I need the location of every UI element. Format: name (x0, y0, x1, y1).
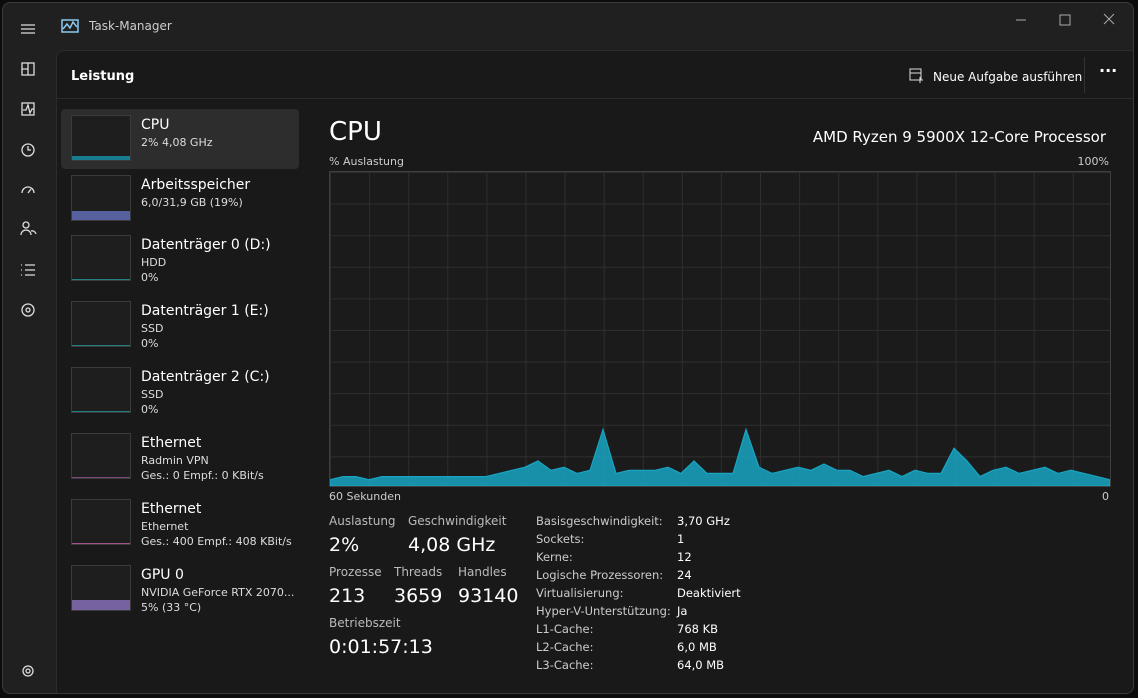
stat-label: Auslastung (329, 514, 396, 528)
item-detail: 6,0/31,9 GB (19%) (141, 196, 243, 209)
sidebar-item[interactable]: Ethernet Ethernet Ges.: 400 Empf.: 408 KBi… (61, 493, 299, 553)
item-detail: NVIDIA GeForce RTX 2070... (141, 586, 295, 599)
thumbnail-fill (72, 411, 130, 412)
detail-label: L2-Cache: (536, 640, 594, 654)
window-controls[interactable] (1008, 9, 1128, 29)
stat-label: Betriebszeit (329, 616, 401, 630)
detail-value: Ja (677, 604, 688, 618)
item-name: Ethernet (141, 501, 202, 517)
thumbnail-fill (72, 211, 130, 220)
item-detail: 0% (141, 403, 159, 416)
x-left-label: 60 Sekunden (329, 490, 401, 503)
detail-label: Sockets: (536, 532, 585, 546)
sidebar-item[interactable]: Arbeitsspeicher 6,0/31,9 GB (19%) (61, 169, 299, 229)
sidebar-item[interactable]: Ethernet Radmin VPN Ges.: 0 Empf.: 0 KBit/… (61, 427, 299, 487)
item-detail: 5% (33 °C) (141, 601, 202, 614)
thumbnail (71, 499, 131, 545)
more-button[interactable]: ··· (1099, 61, 1118, 80)
thumbnail (71, 235, 131, 281)
item-detail: HDD (141, 256, 167, 269)
detail-label: Hyper-V-Unterstützung: (536, 604, 671, 618)
stat-label: Handles (458, 565, 507, 579)
item-name: CPU (141, 117, 170, 133)
thumbnail (71, 301, 131, 347)
new-task-icon (909, 68, 923, 83)
thumbnail-fill (72, 279, 130, 280)
y-axis-label: % Auslastung (329, 155, 404, 168)
thumbnail (71, 175, 131, 221)
sidebar-item[interactable]: Datenträger 2 (C:) SSD 0% (61, 361, 299, 421)
item-detail: SSD (141, 388, 164, 401)
item-detail: SSD (141, 322, 164, 335)
detail-value: 24 (677, 568, 692, 582)
graph-svg (330, 427, 1110, 486)
sidebar-item[interactable]: Datenträger 1 (E:) SSD 0% (61, 295, 299, 355)
detail-value: 12 (677, 550, 692, 564)
stat-value: 2% (329, 534, 360, 556)
stat-value: 4,08 GHz (408, 534, 496, 556)
stat-value: 0:01:57:13 (329, 636, 433, 658)
item-detail: 0% (141, 337, 159, 350)
item-name: Ethernet (141, 435, 202, 451)
sidebar-item[interactable]: Datenträger 0 (D:) HDD 0% (61, 229, 299, 289)
thumbnail-fill (72, 600, 130, 610)
item-name: Datenträger 1 (E:) (141, 303, 269, 319)
detail-value: 3,70 GHz (677, 514, 730, 528)
detail-value: Deaktiviert (677, 586, 741, 600)
cpu-graph (329, 171, 1111, 487)
thumbnail (71, 433, 131, 479)
window-title: Task-Manager (89, 19, 172, 33)
item-name: Datenträger 0 (D:) (141, 237, 271, 253)
item-name: Arbeitsspeicher (141, 177, 251, 193)
detail-label: Logische Prozessoren: (536, 568, 664, 582)
thumbnail (71, 565, 131, 611)
detail-value: 64,0 MB (677, 658, 725, 672)
detail-value: 768 KB (677, 622, 719, 636)
detail-label: Virtualisierung: (536, 586, 624, 600)
thumbnail-fill (72, 156, 130, 160)
detail-label: L3-Cache: (536, 658, 594, 672)
y-max-label: 100% (1077, 155, 1109, 168)
thumbnail-fill (72, 543, 130, 544)
stat-label: Geschwindigkeit (408, 514, 507, 528)
thumbnail (71, 115, 131, 161)
header: Leistung Neue Aufgabe ausführen ··· (57, 51, 1133, 99)
item-detail: Radmin VPN (141, 454, 209, 467)
nav-rail[interactable] (17, 19, 43, 679)
cpu-usage-area (330, 427, 1110, 486)
item-name: GPU 0 (141, 567, 184, 583)
page-title: Leistung (71, 69, 135, 84)
cpu-title: CPU (329, 117, 382, 147)
processor-name: AMD Ryzen 9 5900X 12-Core Processor (812, 128, 1106, 146)
item-detail: Ges.: 0 Empf.: 0 KBit/s (141, 469, 264, 482)
main-panel: Leistung Neue Aufgabe ausführen ··· CPU 2… (56, 50, 1133, 693)
x-right-label: 0 (1102, 490, 1109, 503)
stat-value: 213 (329, 585, 366, 607)
detail-value: 1 (677, 532, 685, 546)
item-detail: Ges.: 400 Empf.: 408 KBit/s (141, 535, 292, 548)
item-detail: 2% 4,08 GHz (141, 136, 213, 149)
stat-value: 3659 (394, 585, 443, 607)
new-task-button[interactable]: Neue Aufgabe ausführen (933, 70, 1083, 84)
item-name: Datenträger 2 (C:) (141, 369, 270, 385)
app-icon (61, 19, 79, 33)
item-detail: Ethernet (141, 520, 189, 533)
thumbnail-fill (72, 477, 130, 478)
detail-value: 6,0 MB (677, 640, 717, 654)
stat-label: Threads (394, 565, 443, 579)
detail-label: Kerne: (536, 550, 573, 564)
detail-label: Basisgeschwindigkeit: (536, 514, 663, 528)
detail-label: L1-Cache: (536, 622, 594, 636)
stat-value: 93140 (458, 585, 519, 607)
item-detail: 0% (141, 271, 159, 284)
stat-label: Prozesse (329, 565, 382, 579)
thumbnail-fill (72, 345, 130, 346)
sidebar-item[interactable]: GPU 0 NVIDIA GeForce RTX 2070... 5% (33 °C… (61, 559, 299, 619)
sidebar-item[interactable]: CPU 2% 4,08 GHz (61, 109, 299, 169)
thumbnail (71, 367, 131, 413)
